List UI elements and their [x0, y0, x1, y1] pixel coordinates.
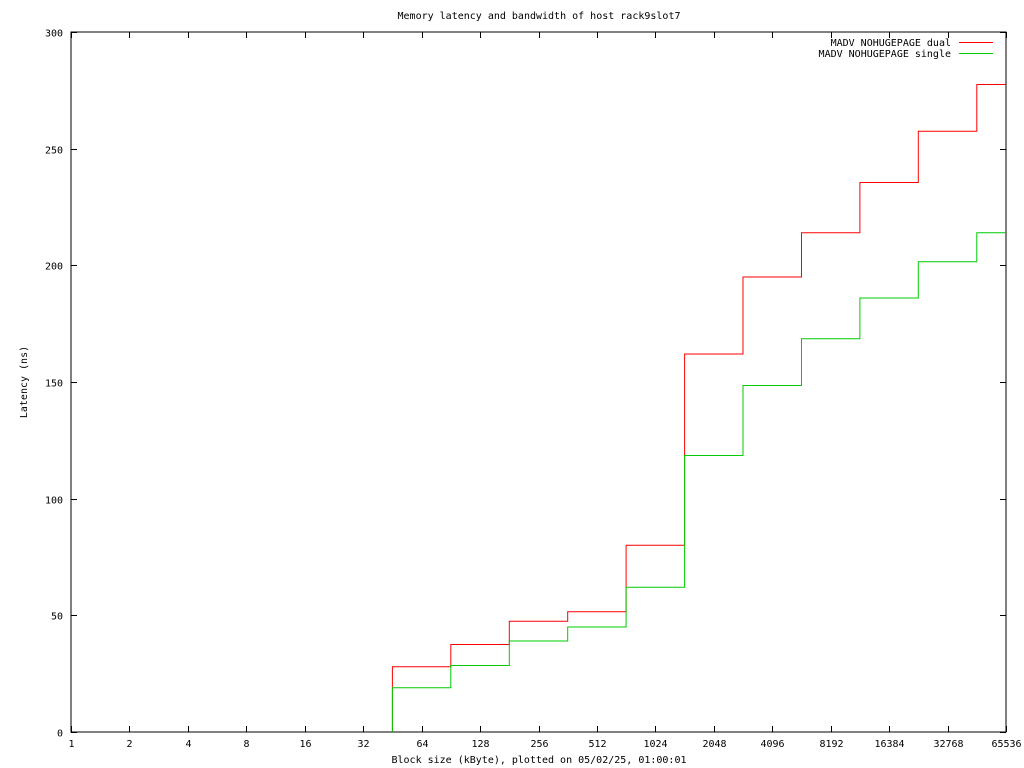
- x-tick-label: 1: [68, 739, 74, 750]
- x-tick-label: 16384: [874, 739, 904, 750]
- y-ticks: 0 50 100 150 200 250 300: [45, 29, 1006, 740]
- x-tick-label: 8: [243, 739, 249, 750]
- x-tick-label: 16: [299, 739, 311, 750]
- x-tick-label: 8192: [819, 739, 843, 750]
- y-tick-label: 300: [45, 29, 63, 40]
- x-tick-label: 512: [588, 739, 606, 750]
- x-tick-label: 32: [357, 739, 369, 750]
- series-line-dual: [391, 84, 1006, 732]
- y-tick-label: 100: [45, 496, 63, 507]
- x-tick-label: 32768: [933, 739, 963, 750]
- x-tick-label: 1024: [643, 739, 667, 750]
- y-tick-label: 150: [45, 379, 63, 390]
- x-tick-label: 4096: [760, 739, 784, 750]
- legend-label: MADV NOHUGEPAGE dual: [831, 38, 951, 49]
- x-tick-label: 2: [126, 739, 132, 750]
- x-axis-label: Block size (kByte), plotted on 05/02/25,…: [391, 755, 686, 766]
- x-tick-label: 65536: [991, 739, 1021, 750]
- y-axis-label: Latency (ns): [19, 346, 30, 418]
- x-tick-label: 256: [530, 739, 548, 750]
- x-tick-label: 64: [416, 739, 428, 750]
- x-ticks: 1 2 4 8 16 32 64 128 256 512 1024 2048 4096 8192 16384…: [68, 32, 1022, 750]
- x-tick-label: 128: [471, 739, 489, 750]
- y-tick-label: 0: [57, 729, 63, 740]
- y-tick-label: 50: [51, 612, 63, 623]
- x-tick-label: 2048: [702, 739, 726, 750]
- series-line-single: [391, 232, 1006, 732]
- chart-title: Memory latency and bandwidth of host rac…: [398, 11, 681, 22]
- legend-label: MADV NOHUGEPAGE single: [819, 49, 951, 60]
- x-tick-label: 4: [185, 739, 191, 750]
- y-tick-label: 250: [45, 146, 63, 157]
- y-tick-label: 200: [45, 262, 63, 273]
- plot-frame: [70, 31, 1007, 733]
- series-lines: [391, 84, 1006, 732]
